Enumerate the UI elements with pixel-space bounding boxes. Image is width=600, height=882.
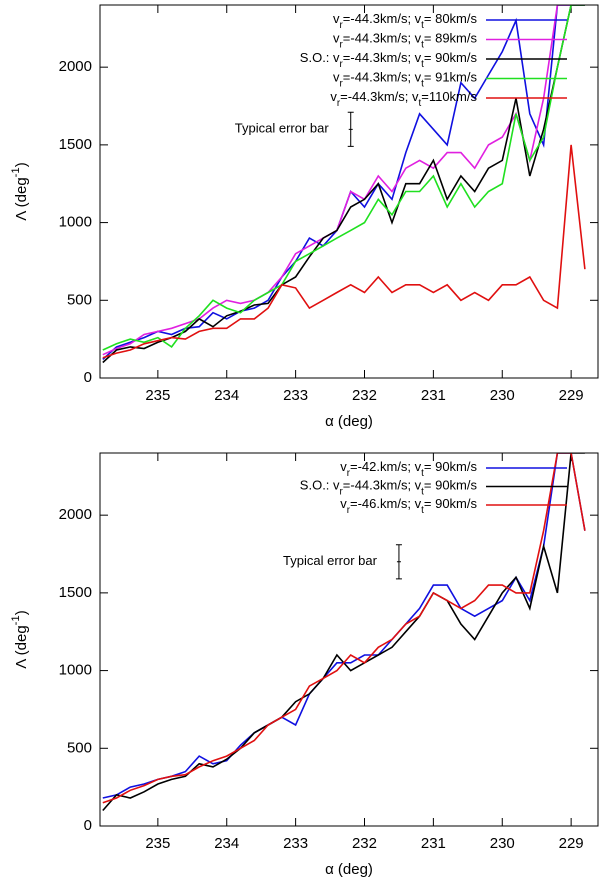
x-tick-label: 231: [421, 835, 446, 852]
y-axis-label: Λ (deg-1): [10, 610, 30, 668]
error-bar: [347, 111, 354, 147]
legend-label: S.O.: vr=-44.3km/s; vt= 90km/s: [300, 478, 478, 498]
x-tick-label: 233: [283, 387, 308, 404]
x-tick-label: 229: [559, 835, 584, 852]
line-series: [102, 144, 586, 359]
y-axis-label: Λ (deg-1): [10, 162, 30, 220]
x-tick-label: 234: [214, 387, 239, 404]
plot-area: [102, 453, 586, 812]
x-tick-label: 231: [421, 387, 446, 404]
y-tick-label: 500: [67, 739, 92, 756]
x-tick-label: 235: [145, 835, 170, 852]
legend-label: vr=-46.km/s; vt= 90km/s: [340, 496, 477, 516]
legend-label: S.O.: vr=-44.3km/s; vt= 90km/s: [300, 50, 478, 70]
y-tick-label: 1000: [59, 662, 92, 679]
y-tick-label: 1000: [59, 214, 92, 231]
x-tick-label: 230: [490, 387, 515, 404]
legend-label: vr=-44.3km/s; vt= 80km/s: [333, 11, 477, 31]
annotation: Typical error bar: [283, 553, 378, 568]
legend-label: vr=-42.km/s; vt= 90km/s: [340, 459, 477, 479]
x-tick-label: 232: [352, 387, 377, 404]
x-axis-label: α (deg): [325, 413, 373, 430]
legend-label: vr=-44.3km/s; vt= 89km/s: [333, 31, 477, 51]
y-tick-label: 500: [67, 291, 92, 308]
x-tick-label: 229: [559, 387, 584, 404]
legend-label: vr=-44.3km/s; vt=110km/s: [330, 89, 477, 109]
plot-frame: [99, 452, 599, 827]
y-tick-label: 0: [84, 369, 92, 386]
line-series: [102, 453, 586, 804]
panel: 235 234 233 232 231 230 229 0 500 1000 1500 2000 α (…: [10, 4, 599, 430]
y-tick-label: 2000: [59, 58, 92, 75]
x-tick-label: 232: [352, 835, 377, 852]
x-tick-label: 234: [214, 835, 239, 852]
x-axis-label: α (deg): [325, 861, 373, 878]
legend-label: vr=-44.3km/s; vt= 91km/s: [333, 70, 477, 90]
y-tick-label: 0: [84, 817, 92, 834]
y-tick-label: 1500: [59, 584, 92, 601]
y-tick-label: 2000: [59, 506, 92, 523]
line-series: [102, 5, 585, 351]
line-series: [102, 5, 585, 356]
plot-frame: [99, 4, 599, 379]
annotation: Typical error bar: [235, 121, 330, 136]
y-tick-label: 1500: [59, 136, 92, 153]
x-tick-label: 230: [490, 835, 515, 852]
panel: 235 234 233 232 231 230 229 0 500 1000 1500 2000 α (…: [10, 452, 599, 878]
plot-area: [102, 5, 586, 364]
x-tick-label: 235: [145, 387, 170, 404]
x-tick-label: 233: [283, 835, 308, 852]
error-bar: [395, 544, 402, 580]
